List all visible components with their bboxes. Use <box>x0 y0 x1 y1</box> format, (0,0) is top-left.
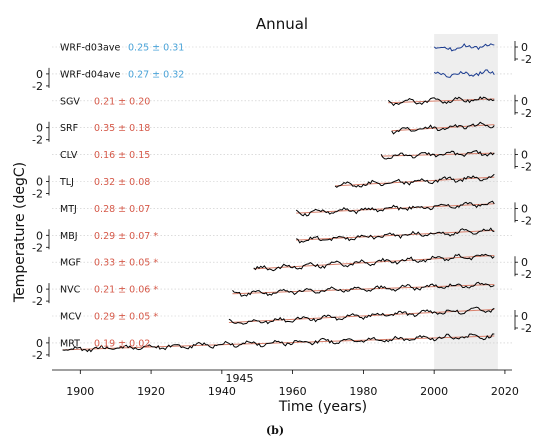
trendline-clv <box>381 152 495 157</box>
trend-value-mgf: 0.33 ± 0.05 * <box>94 258 158 269</box>
series-name-mbj: MBJ <box>60 231 78 242</box>
x-axis-label: Time (years) <box>278 399 367 415</box>
offset-tick-label-mtj: -2 <box>521 214 532 227</box>
figure-caption: (b) <box>266 424 284 437</box>
series-line-mcv <box>228 306 495 325</box>
trendline-mcv <box>228 308 495 324</box>
offset-tick-label-wrf-d04ave: -2 <box>32 80 43 93</box>
x-tick-label: 1980 <box>349 385 377 398</box>
series-line-mgf <box>253 253 495 272</box>
series-line-mtj <box>295 200 495 217</box>
trend-value-mcv: 0.29 ± 0.05 * <box>94 312 158 323</box>
trend-value-wrf-d04ave: 0.27 ± 0.32 <box>128 69 184 80</box>
series-line-wrf-d04ave <box>433 69 495 78</box>
series-line-clv <box>380 150 495 160</box>
trend-value-tlj: 0.32 ± 0.08 <box>94 177 150 188</box>
y-axis-label: Temperature (degC) <box>12 162 28 303</box>
trendline-tlj <box>335 176 495 187</box>
offset-tick-label-mgf: 0 <box>521 256 528 269</box>
offset-tick-label-tlj: -2 <box>32 188 43 201</box>
series-name-mcv: MCV <box>60 312 82 323</box>
offset-tick-label-nvc: 0 <box>36 283 43 296</box>
trend-value-mrt: 0.19 ± 0.02 <box>94 338 150 349</box>
x-tick-label: 1960 <box>279 385 307 398</box>
series-line-wrf-d03ave <box>433 43 495 52</box>
series-name-clv: CLV <box>60 150 78 161</box>
offset-tick-label-mgf: -2 <box>521 268 532 281</box>
x-tick-label: 2020 <box>491 385 519 398</box>
trend-value-mbj: 0.29 ± 0.07 * <box>94 231 158 242</box>
series-line-mbj <box>296 227 495 244</box>
offset-tick-label-wrf-d03ave: -2 <box>521 53 532 66</box>
offset-tick-label-sgv: 0 <box>521 95 528 108</box>
offset-tick-label-wrf-d04ave: 0 <box>36 68 43 81</box>
offset-tick-label-nvc: -2 <box>32 295 43 308</box>
offset-tick-label-mrt: -2 <box>32 349 43 362</box>
offset-tick-label-mtj: 0 <box>521 202 528 215</box>
offset-tick-label-mbj: 0 <box>36 229 43 242</box>
offset-tick-label-clv: 0 <box>521 149 528 162</box>
series-name-wrf-d03ave: WRF-d03ave <box>60 43 120 54</box>
trend-value-wrf-d03ave: 0.25 ± 0.31 <box>128 43 184 54</box>
offset-tick-label-mcv: -2 <box>521 322 532 335</box>
trend-value-clv: 0.16 ± 0.15 <box>94 150 150 161</box>
x-tick-label: 2000 <box>420 385 448 398</box>
axis-layer: 1900 1920 1940 1960 1980 2000 202019450-20-20-… <box>32 41 532 398</box>
series-name-nvc: NVC <box>60 285 81 296</box>
series-layer <box>62 43 495 353</box>
x-tick-label-extra: 1945 <box>226 372 254 385</box>
offset-tick-label-mrt: 0 <box>36 337 43 350</box>
trendline-mrt <box>62 335 495 351</box>
chart-title: Annual <box>256 15 308 33</box>
offset-tick-label-srf: 0 <box>36 122 43 135</box>
offset-tick-label-sgv: -2 <box>521 107 532 120</box>
x-tick-label: 1940 <box>208 385 236 398</box>
series-name-mtj: MTJ <box>60 204 77 215</box>
series-name-tlj: TLJ <box>59 177 74 188</box>
offset-tick-label-mcv: 0 <box>521 310 528 323</box>
series-line-tlj <box>334 173 495 188</box>
trend-value-mtj: 0.28 ± 0.07 <box>94 204 150 215</box>
series-line-srf <box>391 121 495 135</box>
offset-tick-label-clv: -2 <box>521 161 532 174</box>
offset-tick-label-srf: -2 <box>32 134 43 147</box>
trend-value-sgv: 0.21 ± 0.20 <box>94 96 150 107</box>
x-tick-label: 1920 <box>137 385 165 398</box>
series-name-wrf-d04ave: WRF-d04ave <box>60 69 120 80</box>
offset-tick-label-wrf-d03ave: 0 <box>521 41 528 54</box>
offset-tick-label-tlj: 0 <box>36 176 43 189</box>
series-line-nvc <box>232 281 495 297</box>
series-name-srf: SRF <box>60 123 78 134</box>
offset-tick-label-mbj: -2 <box>32 241 43 254</box>
series-name-sgv: SGV <box>60 96 80 107</box>
series-name-mgf: MGF <box>60 258 81 269</box>
series-name-mrt: MRT <box>60 338 80 349</box>
label-layer: WRF-d03ave 0.25 ± 0.31 WRF-d04ave 0.27 ± 0.… <box>59 43 184 350</box>
series-line-sgv <box>387 96 495 107</box>
series-line-mrt <box>62 333 495 353</box>
trend-value-nvc: 0.21 ± 0.06 * <box>94 285 158 296</box>
trend-value-srf: 0.35 ± 0.18 <box>94 123 150 134</box>
x-tick-label: 1900 <box>66 385 94 398</box>
